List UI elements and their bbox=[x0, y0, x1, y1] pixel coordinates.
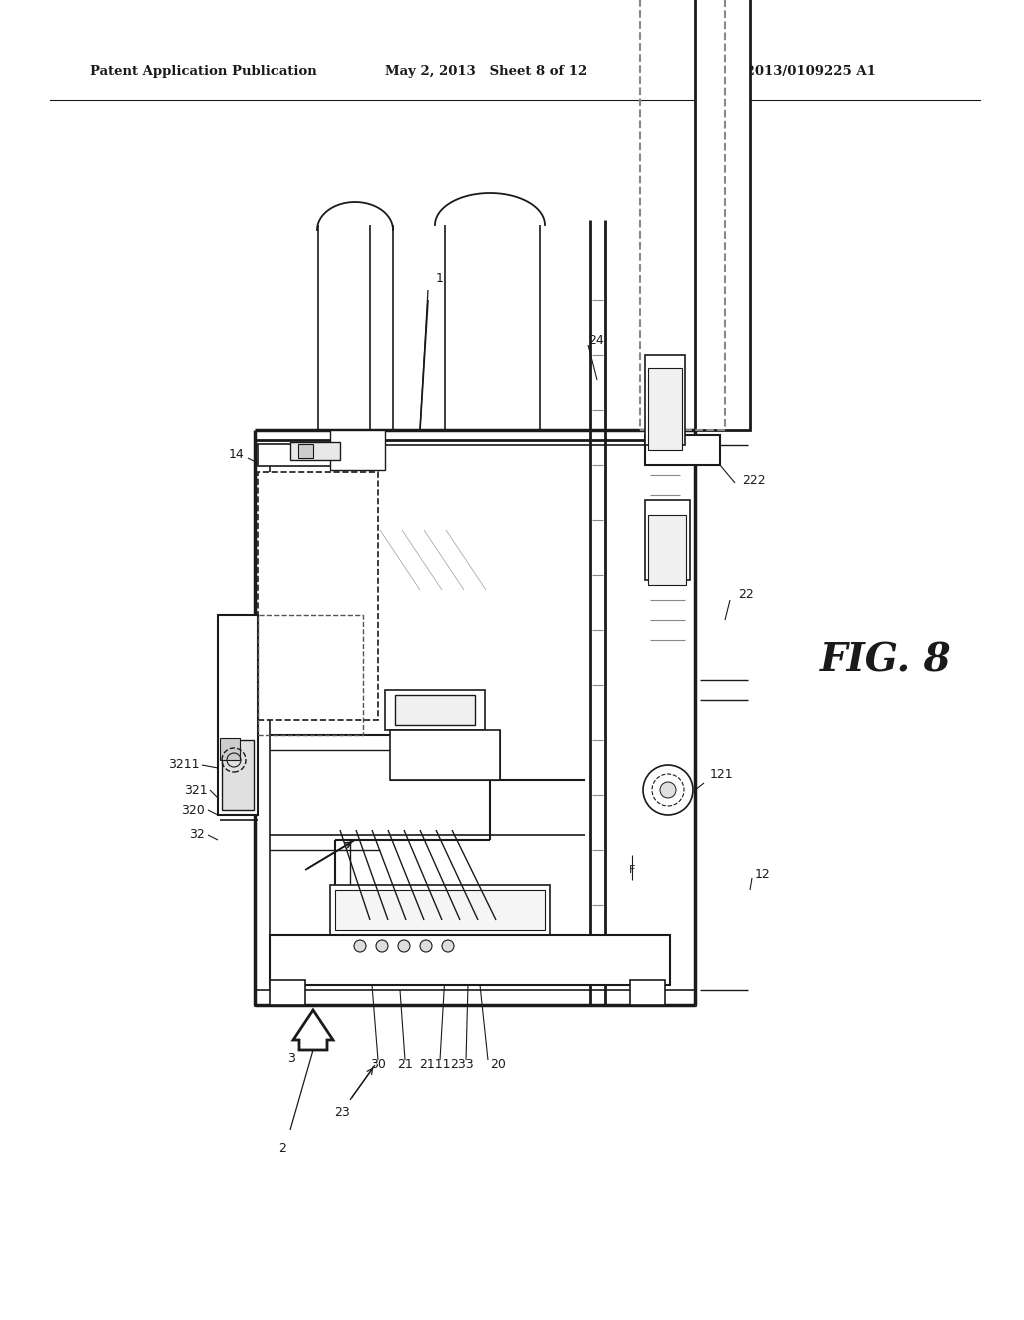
Bar bbox=[385, 690, 485, 730]
Bar bbox=[695, 0, 750, 430]
Text: 25: 25 bbox=[221, 734, 237, 747]
Bar bbox=[640, 0, 725, 430]
Text: 3211: 3211 bbox=[169, 759, 200, 771]
Text: 20: 20 bbox=[490, 1059, 506, 1072]
Text: US 2013/0109225 A1: US 2013/0109225 A1 bbox=[720, 66, 876, 78]
Text: 321: 321 bbox=[184, 784, 208, 796]
FancyArrow shape bbox=[293, 1010, 333, 1049]
Text: 14: 14 bbox=[228, 449, 244, 462]
Text: 141: 141 bbox=[276, 445, 300, 458]
Bar bbox=[648, 368, 682, 450]
Circle shape bbox=[354, 940, 366, 952]
Bar bbox=[218, 615, 258, 814]
Text: 1: 1 bbox=[436, 272, 443, 285]
Bar bbox=[645, 355, 685, 445]
Text: F: F bbox=[629, 865, 635, 875]
Text: 233: 233 bbox=[451, 1059, 474, 1072]
Text: 32: 32 bbox=[189, 829, 205, 842]
Text: 320: 320 bbox=[181, 804, 205, 817]
Circle shape bbox=[442, 940, 454, 952]
Text: 22: 22 bbox=[738, 589, 754, 602]
Bar bbox=[630, 979, 665, 1005]
Bar bbox=[645, 436, 720, 465]
Circle shape bbox=[420, 940, 432, 952]
Text: 4: 4 bbox=[229, 693, 237, 706]
Bar bbox=[390, 730, 500, 780]
Text: May 2, 2013   Sheet 8 of 12: May 2, 2013 Sheet 8 of 12 bbox=[385, 66, 587, 78]
Bar bbox=[220, 738, 240, 760]
Text: 2111: 2111 bbox=[419, 1059, 451, 1072]
Bar bbox=[270, 979, 305, 1005]
Bar bbox=[645, 500, 690, 579]
Text: 21: 21 bbox=[397, 1059, 413, 1072]
Bar bbox=[330, 430, 385, 470]
Bar bbox=[258, 444, 348, 466]
Bar bbox=[290, 442, 340, 459]
Bar bbox=[335, 890, 545, 931]
Bar bbox=[258, 473, 378, 719]
Bar bbox=[270, 935, 670, 985]
Text: 121: 121 bbox=[710, 768, 733, 781]
Bar bbox=[255, 440, 695, 1005]
Text: Patent Application Publication: Patent Application Publication bbox=[90, 66, 316, 78]
Bar bbox=[330, 884, 550, 935]
Text: 30: 30 bbox=[370, 1059, 386, 1072]
Bar bbox=[298, 444, 313, 458]
Text: 12: 12 bbox=[755, 869, 771, 882]
Bar bbox=[222, 741, 254, 810]
Text: FIG. 8: FIG. 8 bbox=[820, 642, 951, 678]
Text: 11: 11 bbox=[364, 449, 380, 462]
Bar bbox=[395, 696, 475, 725]
Bar bbox=[648, 515, 686, 585]
Text: 2: 2 bbox=[279, 1142, 286, 1155]
Circle shape bbox=[398, 940, 410, 952]
Text: 222: 222 bbox=[742, 474, 766, 487]
Circle shape bbox=[376, 940, 388, 952]
Text: 23: 23 bbox=[334, 1106, 350, 1118]
Text: 3: 3 bbox=[287, 1052, 295, 1064]
Text: 24: 24 bbox=[588, 334, 604, 346]
Bar bbox=[258, 615, 362, 735]
Circle shape bbox=[660, 781, 676, 799]
